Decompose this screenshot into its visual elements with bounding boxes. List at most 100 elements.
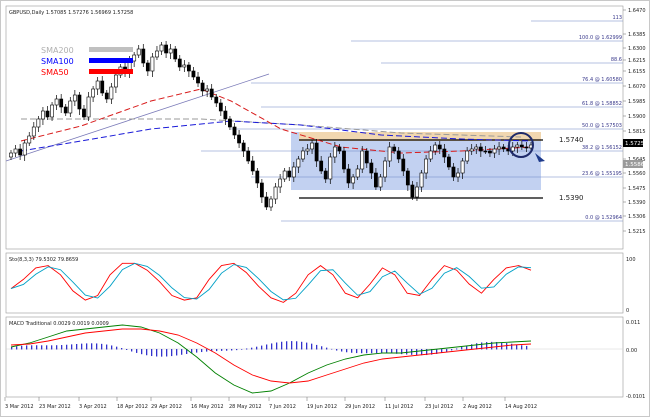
date-tick-label: 3 Mar 2012 [5,404,34,410]
macd-signal-line [10,328,532,384]
candle-body [45,110,50,118]
macd-bar [86,343,88,350]
macd-bar [496,342,498,350]
sma100-line [20,120,532,152]
fib-level-label: 0.0 @ 1.52964 [585,215,622,221]
candle-body [59,98,64,108]
candle-body [13,148,18,154]
macd-bar [111,345,113,350]
candle-body [132,54,137,62]
macd-bar [191,349,193,354]
date-tick-label: 19 Jun 2012 [307,404,337,410]
candle-body [104,92,109,100]
macd-bar [211,349,213,352]
candle-body [50,104,54,118]
candle-body [82,108,86,118]
candle-body [269,198,273,208]
candle-body [328,156,333,180]
candle-body [519,144,524,148]
macd-bar [251,347,253,350]
fib-level-label: 88.6 [611,57,622,63]
price-tick-label: 1.6215 [628,58,646,64]
macd-bar [301,341,303,350]
price-tick-label: 1.6155 [628,69,646,75]
candle-body [255,170,260,184]
candle-body [332,146,337,158]
candle-body [492,148,497,154]
macd-bar [331,348,333,350]
sma50-line [20,88,532,154]
macd-bar [471,344,473,350]
macd-bar [381,349,383,354]
candle-body [218,102,223,112]
macd-panel [5,316,624,398]
macd-bar [96,343,98,350]
macd-bar [271,343,273,350]
macd-bar [266,344,268,350]
candle-body [41,110,45,120]
macd-bar [326,347,328,350]
current-price-label: 1.5725 [625,141,645,147]
date-tick-label: 23 Jul 2012 [425,404,453,410]
legend-sma100-swatch [89,58,133,63]
price-tick-label: 1.6070 [628,84,646,90]
candle-body [392,146,397,152]
candle-body [54,98,59,106]
candle-body [136,48,141,56]
candle-body [483,150,488,153]
macd-bar [491,341,493,350]
candle-body [86,96,91,118]
macd-header: MACD Traditional 0.0029 0.0019 0.0009 [9,321,109,327]
macd-bar [41,345,43,350]
current-price-tag [623,139,643,147]
macd-level-bottom: -0.0101 [626,394,645,400]
down-arrow-icon [535,153,545,162]
candle-body [264,196,269,208]
highlight-circle [508,132,534,158]
candle-body [36,118,41,128]
date-tick-label: 23 Mar 2012 [39,404,71,410]
macd-bar [26,345,28,350]
candle-body [109,86,114,100]
candle-body [155,50,159,58]
candle-body [246,150,251,162]
macd-bar [351,349,353,353]
candle-body [433,144,438,152]
macd-bar [21,345,23,350]
candle-body [497,146,501,150]
candle-body [323,170,328,180]
macd-bar [481,342,483,350]
candle-body [346,168,351,184]
legend-sma100-label: SMA100 [41,57,74,66]
macd-bar [446,349,448,352]
macd-bar [421,349,423,356]
macd-bar [261,345,263,350]
candle-body [214,96,219,104]
macd-bar [506,343,508,350]
macd-bar [146,349,148,356]
candle-body [259,182,264,198]
price-tick-label: 1.6470 [628,8,646,14]
macd-bar [386,349,388,354]
fib-level-label: 61.8 @ 1.58852 [582,101,622,107]
macd-bar [401,349,403,355]
candle-body [510,146,515,152]
macd-bar [216,349,218,352]
fib-level-label: 100.0 @ 1.62999 [579,35,622,41]
macd-bar [161,349,163,357]
macd-bar [56,345,58,350]
candle-body [337,146,342,152]
macd-bar [371,349,373,354]
candle-body [478,146,483,152]
candle-body [9,152,13,158]
legend-sma50-label: SMA50 [41,68,69,77]
candle-body [95,80,100,90]
price-tick-label: 1.5985 [628,99,646,105]
candle-body [241,142,246,152]
candle-body [501,146,506,150]
macd-bar [346,349,348,353]
candle-body [22,142,27,156]
candle-body [145,62,150,72]
